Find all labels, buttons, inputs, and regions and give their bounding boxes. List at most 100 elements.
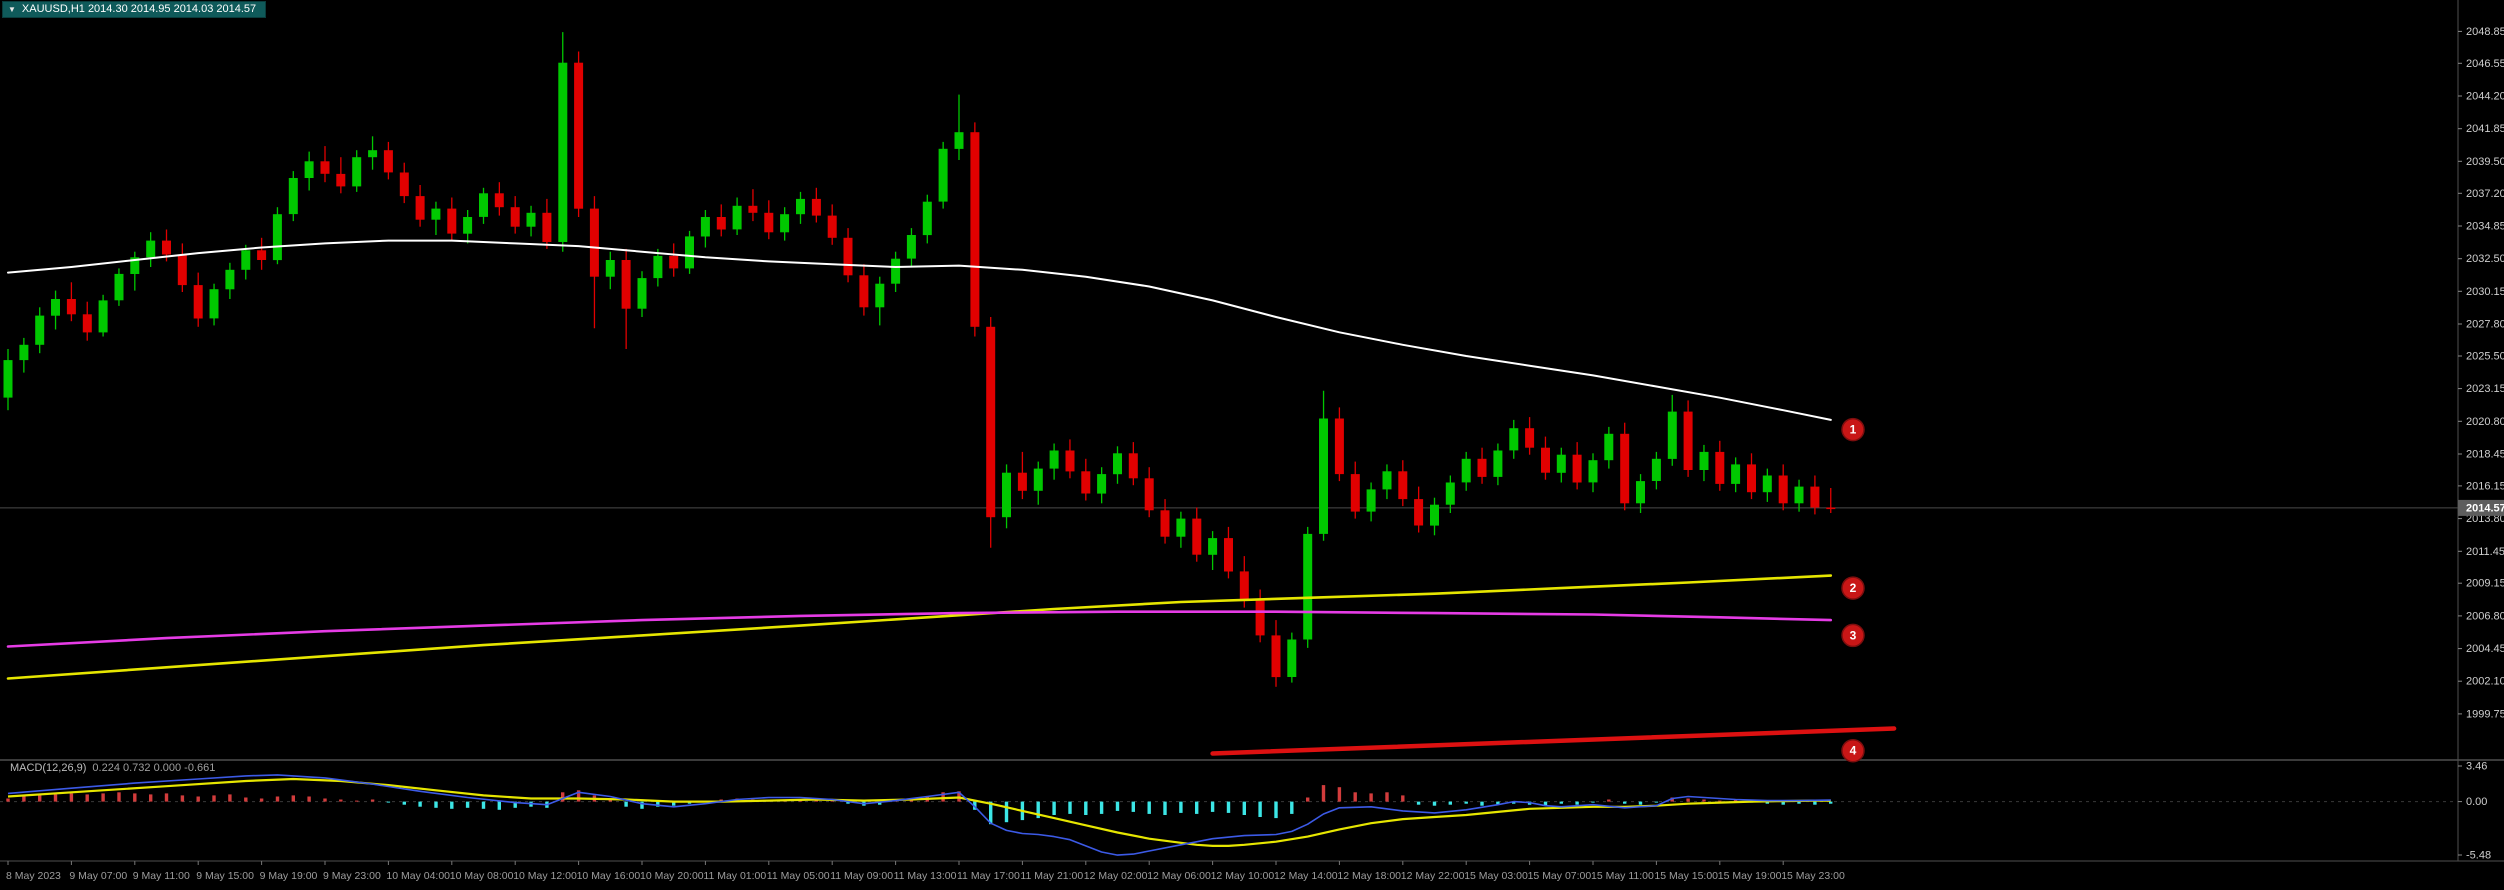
- candle-body: [669, 255, 679, 269]
- candle-body: [1144, 478, 1154, 511]
- ma-white-line[interactable]: [7, 239, 1832, 421]
- candle-body: [986, 326, 996, 518]
- macd-bar: [1115, 801, 1120, 811]
- candle-body: [479, 193, 488, 217]
- macd-axis[interactable]: 3.46 0.00 -5.48: [2458, 761, 2491, 862]
- candle-body: [130, 257, 140, 274]
- candle-body: [19, 344, 29, 361]
- candle-body: [875, 283, 885, 308]
- candle-body: [827, 215, 837, 238]
- trendline-marker-2[interactable]: 2: [1841, 576, 1865, 600]
- svg-text:2020.80: 2020.80: [2466, 416, 2504, 428]
- macd-bar: [1686, 798, 1690, 802]
- candle-body: [399, 172, 409, 197]
- symbol-info-bar[interactable]: ▼ XAUUSD,H1 2014.30 2014.95 2014.03 2014…: [2, 1, 267, 18]
- ma-magenta-line[interactable]: [6, 610, 1833, 648]
- macd-bar: [1179, 801, 1183, 813]
- marker-circle[interactable]: [1841, 623, 1865, 648]
- svg-text:9 May 23:00: 9 May 23:00: [323, 870, 381, 882]
- svg-text:11 May 05:00: 11 May 05:00: [767, 870, 830, 882]
- trendline-marker-3[interactable]: 3: [1841, 623, 1865, 648]
- candle-body: [922, 201, 932, 236]
- macd-bar: [370, 799, 375, 802]
- candle-body: [1699, 451, 1709, 470]
- candle-body: [1017, 472, 1027, 491]
- candle-body: [843, 237, 853, 276]
- candle-body: [1667, 411, 1677, 459]
- candle-body: [447, 208, 457, 234]
- macd-bar: [1702, 799, 1706, 802]
- candle-body: [1509, 428, 1519, 451]
- marker-circle[interactable]: [1841, 417, 1865, 442]
- macd-bar: [1068, 801, 1072, 814]
- svg-text:2034.85: 2034.85: [2466, 221, 2504, 233]
- trendline-red[interactable]: [1210, 726, 1897, 756]
- macd-bar: [307, 796, 311, 802]
- candle-body: [320, 161, 330, 174]
- svg-text:12 May 18:00: 12 May 18:00: [1337, 870, 1401, 882]
- candle-body: [35, 315, 45, 345]
- candle-body: [1572, 454, 1582, 483]
- svg-text:2032.50: 2032.50: [2466, 253, 2504, 265]
- macd-bar: [22, 796, 26, 802]
- candle-body: [1430, 504, 1439, 526]
- candle-body: [1065, 450, 1075, 472]
- candle-body: [510, 207, 520, 227]
- candle-body: [1414, 499, 1424, 526]
- candle-body: [1271, 635, 1281, 678]
- macd-bar: [1306, 797, 1310, 802]
- candle-body: [1319, 418, 1328, 534]
- macd-bar: [989, 801, 993, 825]
- macd-bar: [418, 801, 422, 807]
- svg-text:2027.80: 2027.80: [2466, 319, 2504, 331]
- svg-text:2: 2: [1850, 581, 1857, 595]
- candle-body: [209, 289, 219, 319]
- svg-text:10 May 16:00: 10 May 16:00: [577, 870, 641, 882]
- candle-body: [1049, 450, 1059, 469]
- marker-circle[interactable]: [1841, 576, 1865, 600]
- macd-bar: [69, 793, 74, 802]
- svg-text:2046.55: 2046.55: [2466, 58, 2504, 70]
- svg-text:9 May 07:00: 9 May 07:00: [69, 870, 127, 882]
- macd-bar: [53, 794, 58, 802]
- time-axis[interactable]: 8 May 2023 9 May 07:00 9 May 11:00 9 May 15…: [6, 861, 1845, 882]
- macd-bar: [1210, 801, 1215, 812]
- candle-body: [431, 208, 441, 220]
- macd-bar: [1559, 801, 1563, 804]
- svg-text:3.46: 3.46: [2466, 761, 2487, 773]
- macd-bar: [656, 801, 660, 807]
- svg-text:-5.48: -5.48: [2466, 850, 2491, 862]
- macd-bar: [608, 799, 612, 802]
- candle-body: [383, 150, 393, 173]
- candle-body: [954, 132, 964, 149]
- marker-circle[interactable]: [1841, 738, 1865, 763]
- candle-body: [685, 236, 694, 269]
- trendline-marker-4[interactable]: 4: [1841, 738, 1865, 763]
- macd-bar: [1353, 792, 1357, 802]
- candle-body: [1287, 639, 1297, 677]
- candle-body: [859, 275, 869, 308]
- svg-text:9 May 19:00: 9 May 19:00: [260, 870, 318, 882]
- macd-bar: [85, 794, 89, 802]
- macd-bar: [228, 794, 232, 802]
- candle-body: [494, 193, 504, 208]
- candle-body: [796, 198, 805, 215]
- price-axis[interactable]: 2048.85 2046.55 2044.20 2041.85 2039.50 2037.…: [2458, 26, 2504, 721]
- candle-body: [637, 278, 647, 309]
- candle-body: [368, 150, 378, 158]
- candle-body: [272, 214, 282, 261]
- trendline-marker-1[interactable]: 1: [1841, 417, 1865, 442]
- candle-body: [1715, 451, 1725, 484]
- candle-body: [241, 250, 251, 270]
- candle-body: [415, 196, 425, 220]
- candle-body: [336, 173, 346, 187]
- candle-body: [1778, 475, 1788, 504]
- macd-bar: [1829, 801, 1833, 804]
- candle-body: [1208, 538, 1218, 555]
- svg-text:15 May 03:00: 15 May 03:00: [1464, 870, 1528, 882]
- svg-text:2044.20: 2044.20: [2466, 91, 2504, 103]
- candle-body: [98, 300, 108, 333]
- svg-text:2009.15: 2009.15: [2466, 578, 2504, 590]
